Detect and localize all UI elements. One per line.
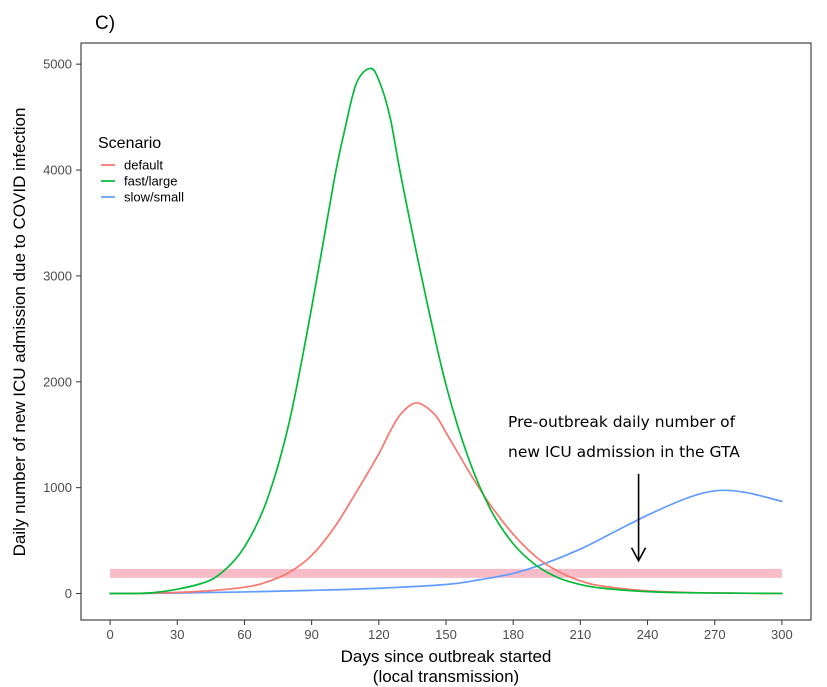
x-tick-label: 0 [106, 627, 113, 642]
x-tick-label: 180 [502, 627, 524, 642]
y-axis: 0 1000 2000 3000 4000 5000 [43, 57, 81, 601]
plot-area: 0 30 60 90 120 150 180 210 240 270 300 0 1000 2000 30… [43, 42, 812, 642]
series-line-default [109, 402, 783, 595]
plot-panel-border [80, 42, 812, 621]
x-tick-label: 270 [704, 627, 726, 642]
legend-label: fast/large [124, 174, 177, 189]
x-tick-label: 300 [771, 627, 793, 642]
series-layer [109, 67, 783, 595]
annotation-text-line2: new ICU admission in the GTA [508, 443, 740, 461]
x-tick-label: 120 [368, 627, 390, 642]
y-tick-label: 2000 [43, 374, 72, 389]
y-axis-title: Daily number of new ICU admission due to… [10, 108, 29, 557]
annotation: Pre-outbreak daily number of new ICU adm… [508, 413, 740, 563]
annotation-text-line1: Pre-outbreak daily number of [508, 413, 736, 431]
legend-title: Scenario [98, 135, 161, 152]
x-tick-label: 90 [304, 627, 318, 642]
x-tick-label: 240 [637, 627, 659, 642]
x-axis-title-line1: Days since outbreak started [341, 647, 552, 666]
annotation-arrow [630, 473, 647, 563]
x-axis: 0 30 60 90 120 150 180 210 240 270 300 [106, 620, 793, 642]
legend-label: default [124, 158, 163, 173]
x-tick-label: 210 [570, 627, 592, 642]
y-tick-label: 1000 [43, 480, 72, 495]
x-tick-label: 30 [170, 627, 184, 642]
x-tick-label: 60 [237, 627, 251, 642]
series-line-fast-large [109, 67, 783, 595]
x-tick-label: 150 [435, 627, 457, 642]
x-axis-title-line2: (local transmission) [373, 667, 519, 686]
annotation-arrow-head [630, 547, 647, 563]
y-tick-label: 5000 [43, 57, 72, 72]
series-line-slow-small [109, 489, 783, 595]
y-tick-label: 0 [65, 586, 72, 601]
panel-label: C) [95, 13, 115, 34]
legend-label: slow/small [124, 190, 184, 205]
y-tick-label: 3000 [43, 268, 72, 283]
y-tick-label: 4000 [43, 163, 72, 178]
